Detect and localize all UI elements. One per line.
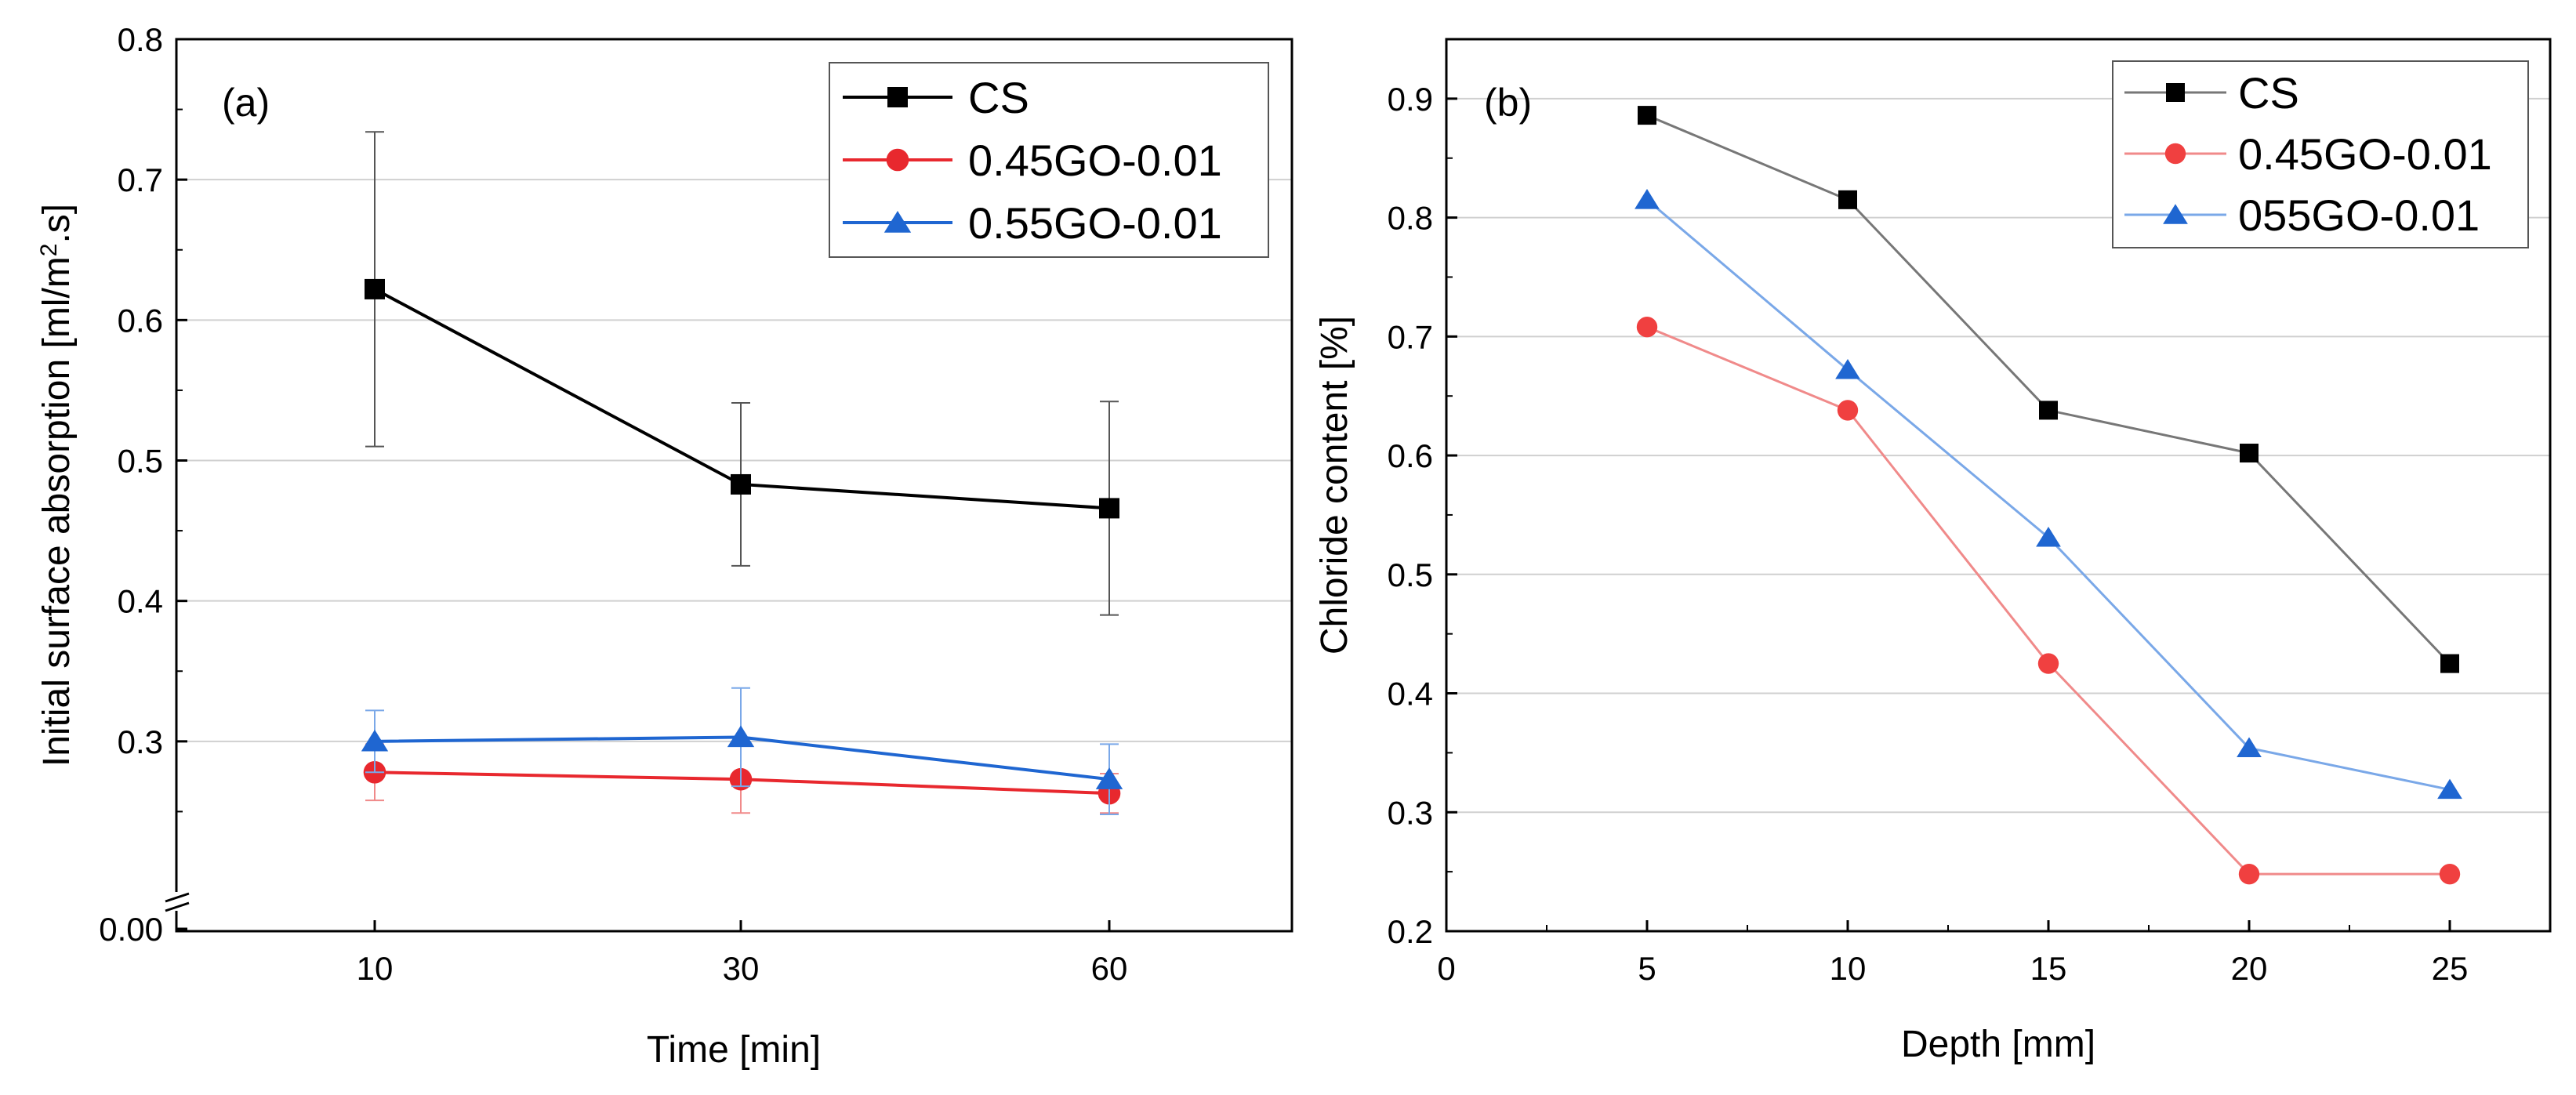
data-point-b-2-3 [2237,737,2262,758]
legend-marker-b-1 [2164,143,2186,165]
y-tick-label-a-1: 0.4 [118,583,163,620]
x-axis-title-b: Depth [mm] [1901,1024,2095,1065]
y-tick-label-b-3: 0.5 [1388,557,1433,593]
data-point-b-1-0 [1636,316,1658,338]
legend-marker-b-2 [2163,204,2188,224]
x-tick-label-b-3: 15 [2030,950,2067,987]
legend-marker-a-1 [886,148,909,172]
legend-label-b-0: CS [2238,68,2299,118]
y-tick-label-b-2: 0.4 [1388,676,1433,712]
x-tick-label-a-1: 30 [723,950,760,987]
y-tick-label-b-7: 0.9 [1388,81,1433,118]
data-point-b-0-2 [2039,401,2058,420]
data-point-b-1-3 [2238,863,2260,885]
x-tick-label-b-4: 20 [2231,950,2268,987]
x-tick-label-b-1: 5 [1638,950,1656,987]
axis-break-mark [165,892,190,903]
data-point-a-2-2 [1095,767,1123,789]
data-point-b-0-4 [2440,654,2459,673]
y-tick-label-a-3: 0.6 [118,302,163,339]
chart-panel-b: 0.2 0.3 0.4 0.5 0.6 0.7 0.8 0.9 0 5 10 15 20 25 Depth … [1314,38,2552,1065]
legend-label-b-2: 055GO-0.01 [2238,190,2480,240]
x-axis-title-a: Time [min] [647,1029,821,1071]
chart-panel-a: 0.3 0.4 0.5 0.6 0.7 0.8 0.00 10 30 60 Time [min] In… [36,21,1293,1071]
x-tick-label-b-0: 0 [1437,950,1455,987]
data-point-a-0-1 [731,473,751,495]
plot-frame-b [1445,38,2552,933]
legend-label-a-0: CS [968,73,1029,122]
x-tick-label-b-5: 25 [2432,950,2469,987]
y-tick-label-b-0: 0.2 [1388,913,1433,950]
y-tick-label-a-4: 0.7 [118,161,163,198]
data-point-a-0-2 [1099,498,1119,519]
data-point-b-0-0 [1638,106,1656,125]
data-point-b-2-1 [1835,359,1860,379]
panel-label-a: (a) [222,81,270,125]
y-tick-label-b-1: 0.3 [1388,794,1433,831]
legend-label-a-1: 0.45GO-0.01 [968,136,1222,185]
x-tick-label-a-2: 60 [1091,950,1128,987]
data-point-a-0-0 [365,278,385,299]
data-point-b-1-2 [2037,653,2059,674]
data-point-b-2-2 [2036,526,2061,547]
data-point-b-1-4 [2439,863,2461,885]
y-tick-label-b-6: 0.8 [1388,200,1433,237]
y-axis-title-b: Chloride content [%] [1314,316,1355,654]
legend-label-a-2: 0.55GO-0.01 [968,198,1222,248]
y-tick-label-a-zero: 0.00 [99,911,163,948]
y-tick-label-b-5: 0.7 [1388,318,1433,355]
y-tick-label-a-5: 0.8 [118,21,163,58]
data-point-b-0-3 [2240,444,2259,463]
data-point-a-2-1 [727,725,755,748]
data-point-b-2-0 [1634,189,1660,209]
data-point-a-2-0 [361,729,389,752]
legend-label-b-1: 0.45GO-0.01 [2238,129,2492,179]
legend-marker-a-2 [883,211,912,233]
series-line-b-2 [1646,198,2451,791]
plot-frame-a [175,38,1293,933]
legend-marker-b-0 [2166,83,2185,102]
x-tick-label-b-2: 10 [1830,950,1867,987]
axis-break-mark [165,901,190,912]
data-point-b-2-4 [2437,778,2462,799]
x-tick-label-a-0: 10 [357,950,394,987]
y-axis-title-a: Initial surface absorption [ml/m2.s] [36,204,78,767]
y-tick-label-a-0: 0.3 [118,723,163,760]
data-point-b-0-1 [1838,190,1857,209]
y-tick-label-a-2: 0.5 [118,443,163,480]
y-tick-label-b-4: 0.6 [1388,437,1433,474]
panel-label-b: (b) [1484,81,1532,125]
data-point-b-1-1 [1837,400,1859,421]
legend-marker-a-0 [887,87,908,107]
